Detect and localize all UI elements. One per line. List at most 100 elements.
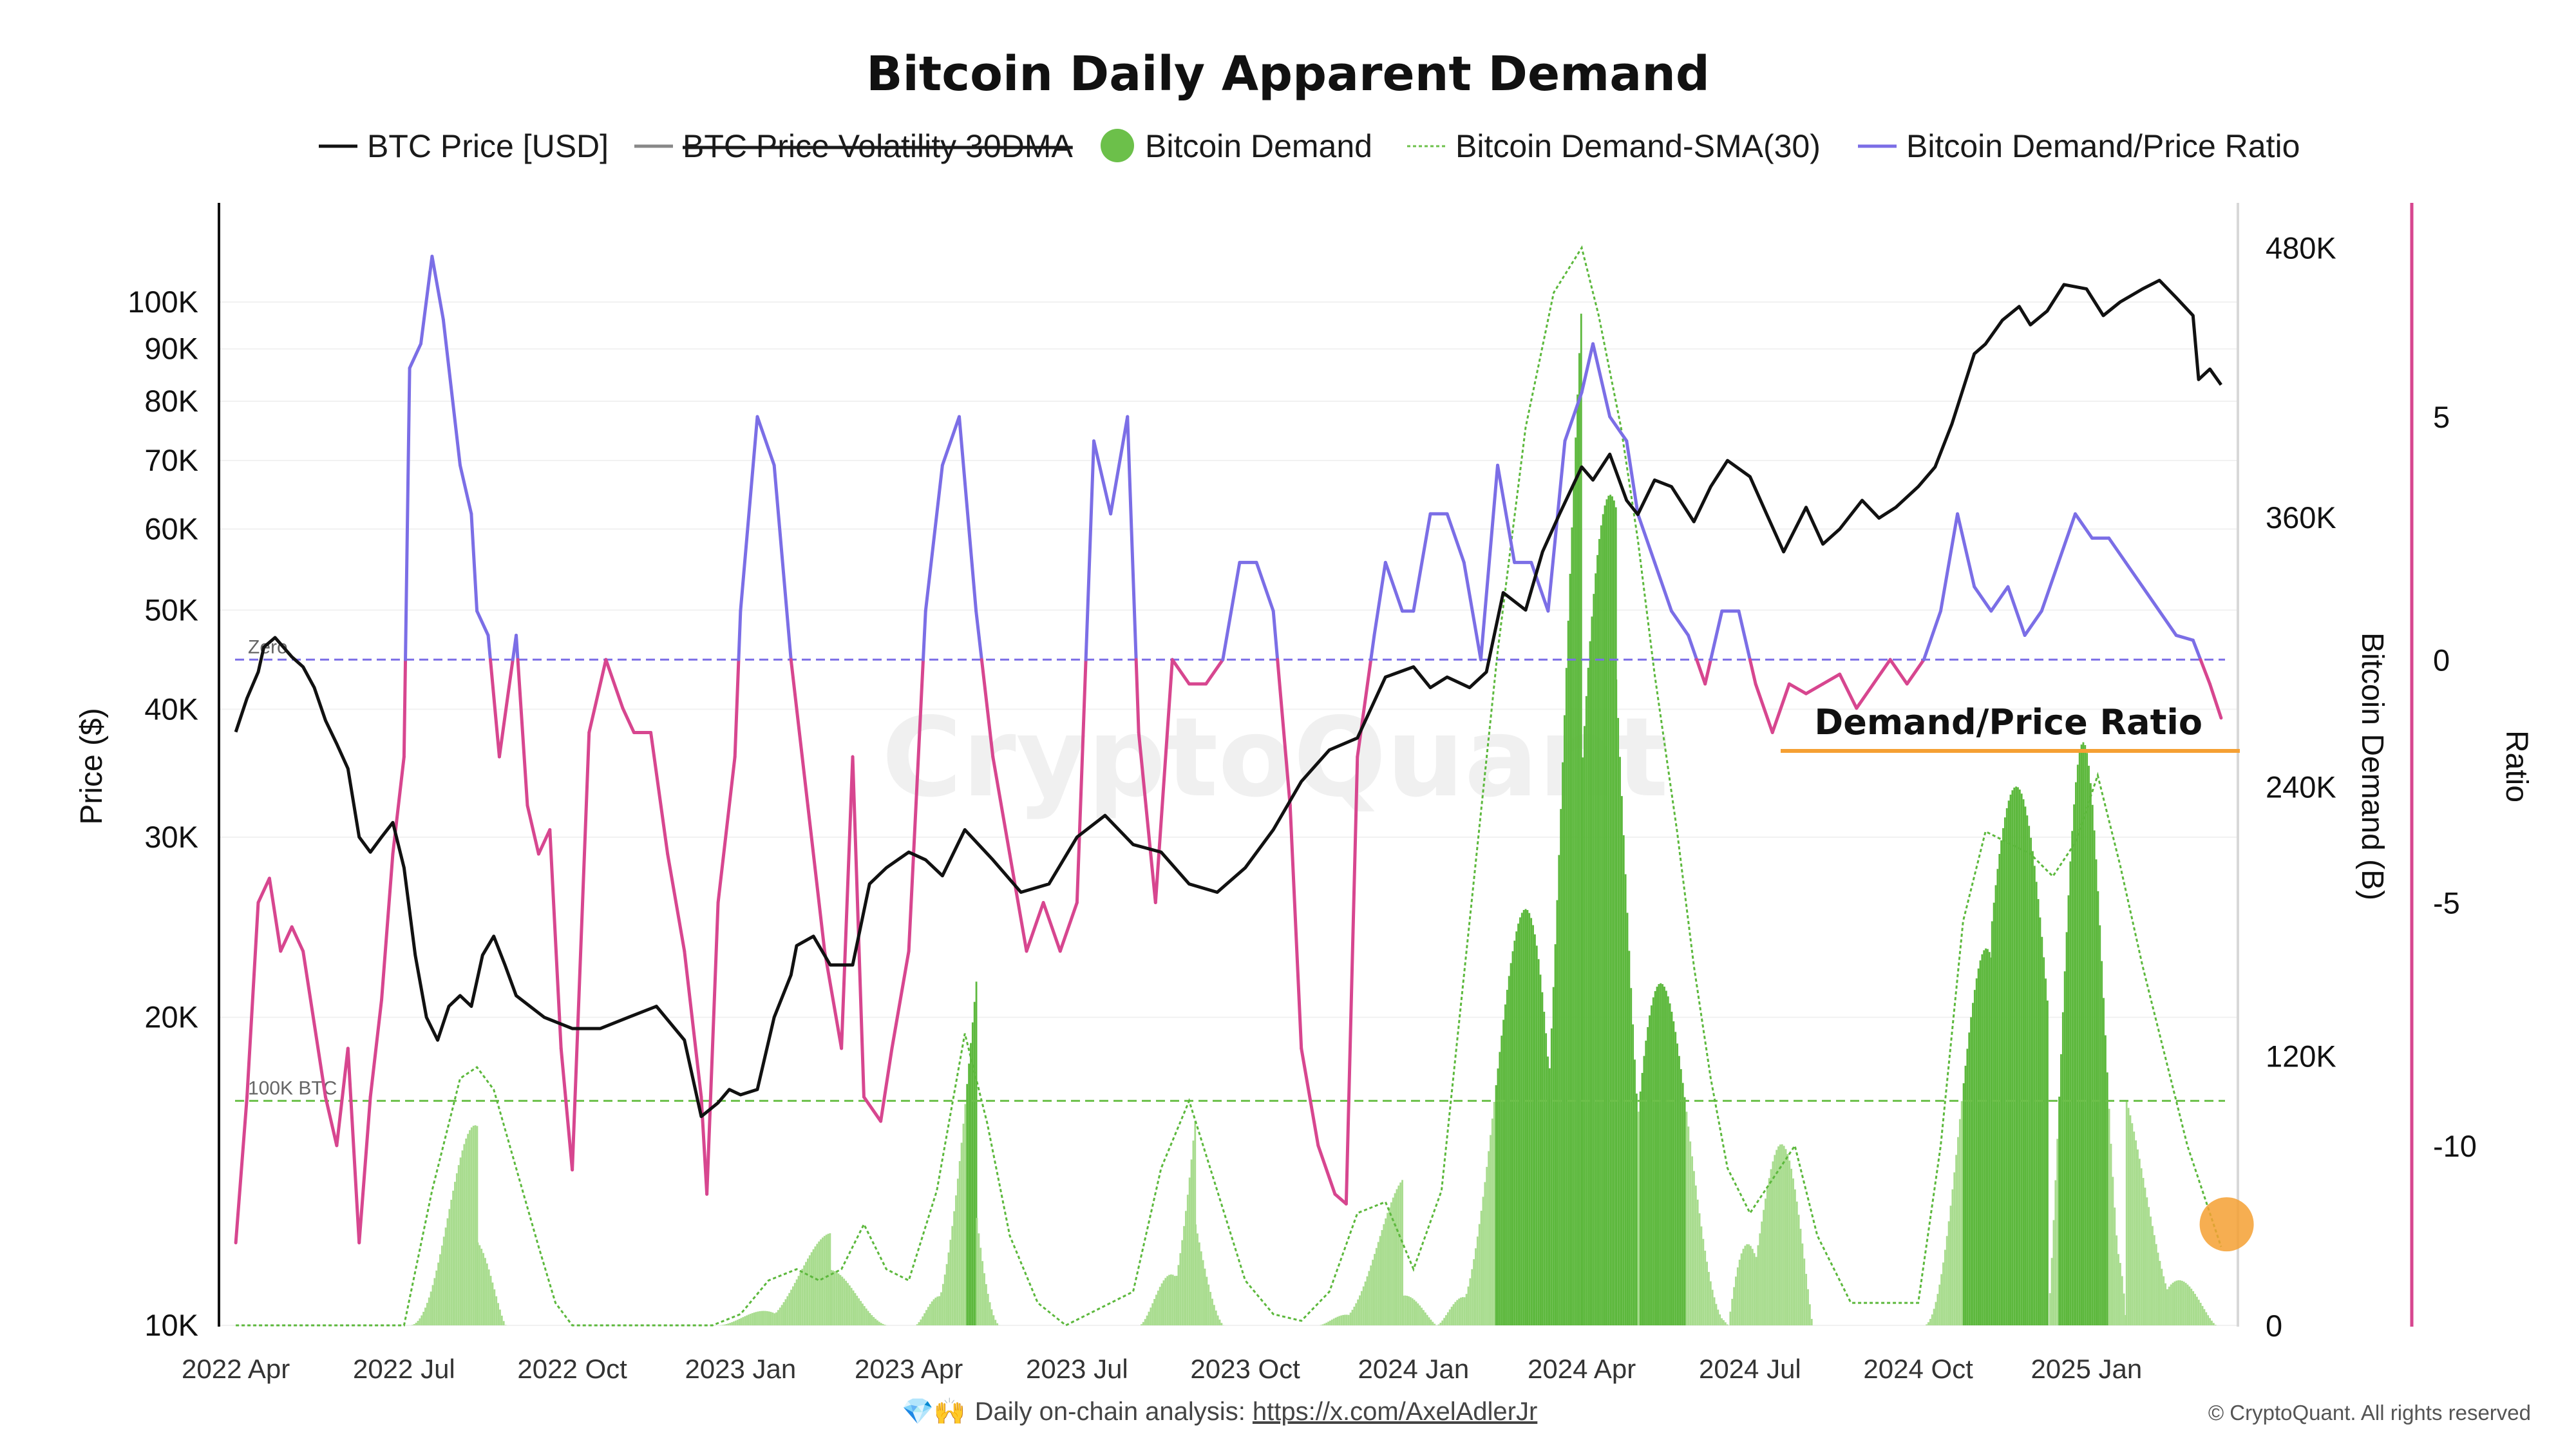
demand-bar-166 <box>958 1160 961 1325</box>
demand-bar-484 <box>1779 1144 1781 1325</box>
demand-bar-150 <box>929 1303 931 1325</box>
demand-bar-581 <box>2071 831 2074 1325</box>
demand-bar-497 <box>1803 1258 1806 1325</box>
demand-bar-515 <box>1949 1206 1952 1325</box>
ratio-segment-131 <box>1838 672 1859 710</box>
demand-bar-509 <box>1938 1284 1941 1325</box>
demand-bar-18 <box>444 1227 447 1325</box>
ratio-segment-63 <box>923 463 944 613</box>
demand-bar-343 <box>1519 917 1521 1325</box>
demand-bar-64 <box>742 1317 744 1325</box>
demand-bar-522 <box>1962 1083 1965 1325</box>
demand-bar-528 <box>1973 990 1976 1325</box>
demand-bar-564 <box>2039 917 2041 1325</box>
demand-bar-453 <box>1721 1318 1723 1325</box>
demand-bar-374 <box>1577 394 1578 1325</box>
demand-bar-370 <box>1569 573 1571 1325</box>
demand-bar-187 <box>996 1323 999 1325</box>
demand-bar-642 <box>2183 1282 2185 1325</box>
demand-bar-273 <box>1390 1202 1392 1325</box>
demand-bar-557 <box>2026 815 2029 1325</box>
demand-bar-165 <box>956 1179 959 1325</box>
demand-bar-257 <box>1360 1291 1363 1325</box>
x-tick-6: 2023 Oct <box>1190 1354 1300 1384</box>
demand-bar-631 <box>2163 1276 2165 1325</box>
legend-item-4: Bitcoin Demand/Price Ratio <box>1858 128 2300 164</box>
demand-bar-28 <box>463 1144 466 1325</box>
demand-bar-80 <box>772 1312 774 1325</box>
demand-bar-182 <box>987 1294 989 1325</box>
demand-bar-42 <box>488 1269 490 1325</box>
demand-bar-499 <box>1807 1289 1809 1325</box>
demand-bar-107 <box>821 1237 824 1325</box>
demand-bar-434 <box>1685 1112 1688 1325</box>
demand-bar-2 <box>415 1322 417 1325</box>
demand-bar-616 <box>2135 1140 2137 1325</box>
demand-bar-123 <box>850 1287 853 1325</box>
demand-bar-79 <box>770 1312 772 1325</box>
demand-bar-656 <box>2209 1318 2211 1325</box>
demand-bar-644 <box>2186 1284 2189 1325</box>
demand-bar-70 <box>753 1312 755 1325</box>
demand-bar-265 <box>1375 1247 1378 1325</box>
ratio-tick-3: -10 <box>2433 1129 2477 1163</box>
demand-bar-375 <box>1578 353 1580 1326</box>
demand-bar-458 <box>1731 1298 1734 1325</box>
demand-bar-556 <box>2024 806 2027 1325</box>
demand-bar-173 <box>971 1022 974 1325</box>
demand-bar-115 <box>835 1272 838 1325</box>
demand-bar-117 <box>839 1274 842 1325</box>
demand-bar-58 <box>731 1322 733 1325</box>
demand-bar-134 <box>871 1315 873 1325</box>
demand-bar-209 <box>1177 1265 1180 1325</box>
demand-bar-640 <box>2179 1280 2181 1325</box>
demand-bar-594 <box>2095 859 2098 1325</box>
demand-bar-290 <box>1421 1307 1423 1325</box>
footer-link[interactable]: https://x.com/AxelAdlerJr <box>1253 1397 1537 1426</box>
demand-bar-517 <box>1953 1172 1956 1325</box>
ratio-segment-96 <box>1344 755 1359 1206</box>
demand-bar-135 <box>873 1317 875 1325</box>
demand-bar-645 <box>2188 1286 2191 1325</box>
demand-bar-592 <box>2091 804 2094 1325</box>
legend-item-3: Bitcoin Demand-SMA(30) <box>1407 128 1821 164</box>
ratio-segment-80 <box>1153 658 1174 905</box>
demand-bar-152 <box>933 1299 935 1325</box>
demand-bar-618 <box>2138 1159 2141 1325</box>
demand-bar-636 <box>2172 1282 2174 1325</box>
demand-bar-7 <box>424 1307 426 1325</box>
demand-bar-86 <box>782 1302 785 1325</box>
demand-bar-104 <box>816 1244 819 1325</box>
ratio-segment-35 <box>587 658 608 734</box>
demand-bar-319 <box>1475 1248 1477 1325</box>
demand-bar-425 <box>1669 1003 1671 1325</box>
demand-bar-646 <box>2190 1289 2193 1325</box>
demand-bar-411 <box>1643 1056 1645 1325</box>
ratio-segment-49 <box>739 415 759 613</box>
demand-bar-619 <box>2140 1168 2143 1325</box>
demand-bar-262 <box>1370 1265 1372 1325</box>
demand-bar-284 <box>1409 1297 1412 1325</box>
demand-bar-344 <box>1520 913 1523 1325</box>
left-axis-ticks: 100K 90K 80K 70K 60K 50K 40K 30K 20K 10K <box>128 285 198 1342</box>
demand-bar-647 <box>2192 1291 2195 1325</box>
demand-bar-274 <box>1392 1197 1394 1325</box>
x-axis-ticks: 2022 Apr 2022 Jul 2022 Oct 2023 Jan 2023 Apr… <box>182 1354 2142 1384</box>
demand-bar-19 <box>446 1218 449 1325</box>
ratio-segment-8 <box>323 1095 339 1148</box>
ratio-segment-93 <box>1300 1046 1320 1148</box>
ratio-segment-143 <box>1989 585 2010 613</box>
demand-bar-320 <box>1476 1236 1479 1325</box>
annotation: Demand/Price Ratio <box>1781 702 2240 753</box>
demand-bar-393 <box>1611 496 1613 1326</box>
demand-bar-460 <box>1735 1276 1737 1325</box>
demand-bar-657 <box>2211 1320 2213 1325</box>
ratio-segment-109 <box>1530 560 1550 613</box>
demand-bar-423 <box>1665 990 1667 1325</box>
demand-bar-169 <box>964 1104 967 1325</box>
demand-bar-448 <box>1711 1289 1714 1325</box>
demand-bar-335 <box>1504 1004 1506 1325</box>
demand-bar-313 <box>1463 1297 1466 1325</box>
demand-bar-325 <box>1486 1166 1488 1325</box>
demand-bar-278 <box>1399 1182 1402 1325</box>
